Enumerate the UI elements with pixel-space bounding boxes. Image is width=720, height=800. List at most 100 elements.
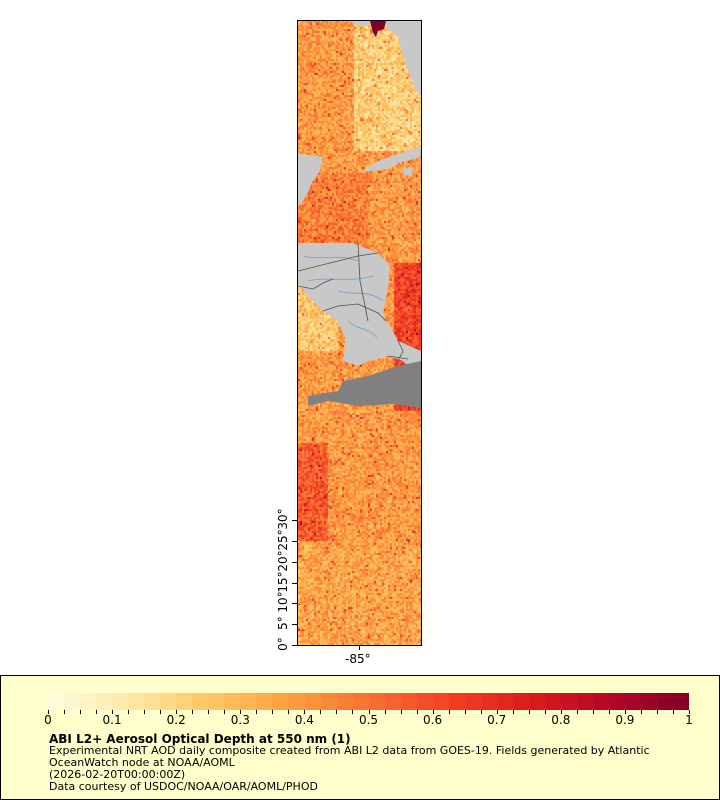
colorbar-label: 0.1 [102,713,122,727]
colorbar-segment [593,693,610,710]
colorbar-tick [576,710,578,714]
colorbar-tick [689,710,690,714]
colorbar-tick [272,710,274,714]
lat-tick [292,624,298,626]
colorbar-segment [224,693,241,710]
colorbar-segment [528,693,545,710]
colorbar-label: 0.3 [230,713,250,727]
colorbar-segment [400,693,417,710]
legend-title: ABI L2+ Aerosol Optical Depth at 550 nm … [49,732,351,746]
colorbar-segment [48,693,65,710]
colorbar-segment [352,693,369,710]
colorbar-segment [544,693,561,710]
colorbar-tick [448,710,450,714]
colorbar-label: 0.9 [615,713,635,727]
colorbar-segment [320,693,337,710]
colorbar-tick [416,710,418,714]
colorbar-tick [96,710,98,714]
legend-panel: 0 0.1 0.2 0.3 0.4 0.5 0.6 0.7 0.8 0.9 1 ABI L2+ Ae… [0,675,720,800]
lat-tick [292,645,298,646]
colorbar-tick [176,710,178,714]
colorbar-tick [656,710,658,714]
colorbar-tick [528,710,530,714]
colorbar-tick [624,710,626,714]
colorbar-tick [224,710,226,714]
colorbar-tick [112,710,114,714]
colorbar-segment [64,693,81,710]
aod-map[interactable] [297,20,422,646]
colorbar-label: 0.8 [551,713,571,727]
colorbar-tick [672,710,674,714]
lat-tick [292,603,298,605]
colorbar-segment [240,693,257,710]
florida-land [350,21,421,96]
colorbar-tick [560,710,562,714]
colorbar-tick [288,710,290,714]
legend-description-2: OceanWatch node at NOAA/AOML [49,756,235,769]
colorbar-segment [128,693,145,710]
colorbar-tick [496,710,498,714]
colorbar-segment [625,693,642,710]
colorbar-tick [256,710,258,714]
colorbar-segment [496,693,513,710]
yucatan-land [298,153,323,207]
nodata-region [308,361,421,408]
lat-tick [292,541,298,542]
island [402,167,413,176]
colorbar-tick [304,710,306,714]
colorbar-segment [577,693,594,710]
colorbar-tick [80,710,82,714]
colorbar-segment [448,693,465,710]
colorbar-label: 0.6 [423,713,443,727]
colorbar-segment [561,693,578,710]
lat-tick [292,561,298,563]
colorbar-segment [512,693,529,710]
cuba-land [362,147,421,171]
colorbar-segment [96,693,113,710]
colorbar-label: 0.5 [358,713,379,727]
longitude-label: -85° [345,652,371,666]
colorbar-segment [80,693,97,710]
colorbar-tick [64,710,66,714]
legend-credit: Data courtesy of USDOC/NOAA/OAR/AOML/PHO… [49,780,318,793]
colorbar-tick [128,710,130,714]
lat-tick [292,582,298,584]
lat-label: 30° [276,508,290,530]
colorbar-tick [144,710,146,714]
colorbar [48,693,690,710]
colorbar-segment [192,693,209,710]
colorbar-segment [641,693,658,710]
colorbar-tick [480,710,482,714]
colorbar-tick [352,710,354,714]
rivers [302,255,384,340]
colorbar-tick [208,710,210,714]
colorbar-tick [320,710,322,714]
central-america-land [298,243,421,376]
colorbar-tick [592,710,594,714]
colorbar-segment [144,693,161,710]
colorbar-segment [609,693,626,710]
colorbar-segment [208,693,225,710]
colorbar-segment [272,693,289,710]
colorbar-segment [336,693,353,710]
colorbar-label: 0.4 [294,713,314,727]
lat-tick [292,520,298,522]
colorbar-tick [336,710,338,714]
colorbar-tick [240,710,242,714]
colorbar-tick [400,710,402,714]
colorbar-segment [416,693,433,710]
lon-tick [359,645,360,650]
colorbar-segment [176,693,193,710]
colorbar-label: 0.2 [166,713,186,727]
colorbar-label: 0.7 [487,713,507,727]
legend-description-1: Experimental NRT AOD daily composite cre… [49,744,650,757]
colorbar-segment [288,693,305,710]
colorbar-segment [112,693,129,710]
colorbar-segment [160,693,177,710]
colorbar-segment [304,693,321,710]
colorbar-tick [368,710,370,714]
aerosol-hotspot [370,21,386,37]
borders [298,242,409,362]
colorbar-label: 0 [44,713,52,727]
colorbar-segment [464,693,481,710]
